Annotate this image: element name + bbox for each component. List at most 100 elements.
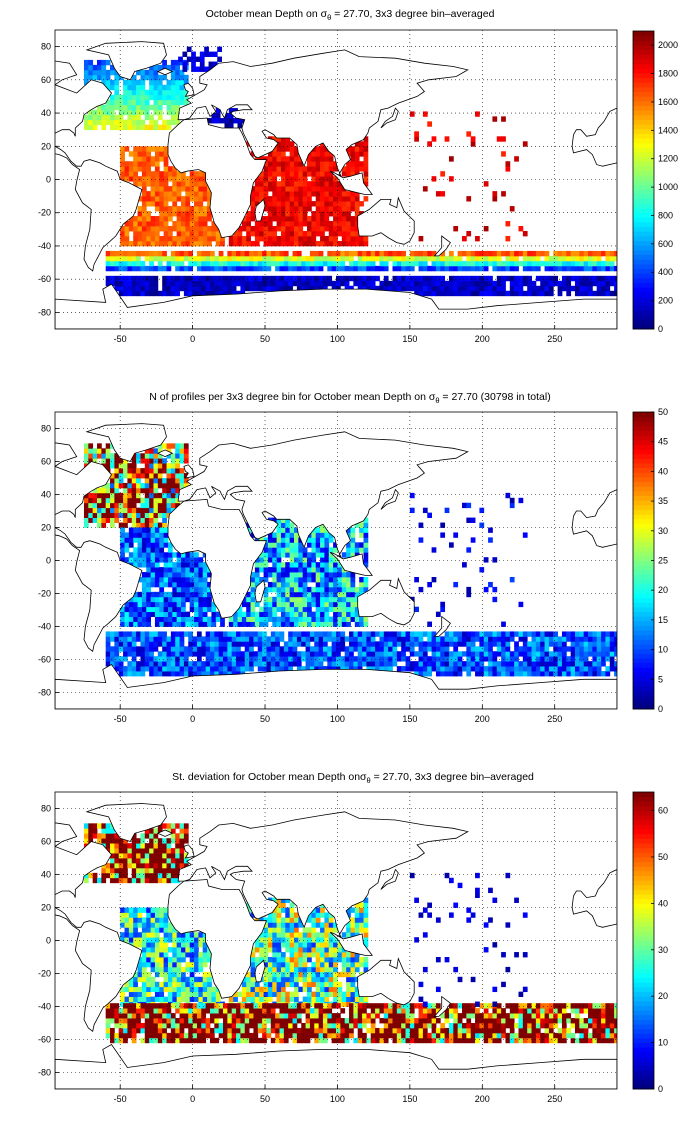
heatmap-cell (151, 146, 156, 151)
heatmap-cell (198, 617, 203, 622)
heatmap-cell (316, 241, 321, 246)
heatmap-cell (193, 261, 198, 266)
heatmap-cell (290, 201, 295, 206)
heatmap-cell (440, 646, 445, 651)
heatmap-cell (123, 251, 128, 256)
heatmap-cell (333, 191, 338, 196)
heatmap-cell (203, 241, 208, 246)
heatmap-cell (505, 646, 510, 651)
heatmap-cell (488, 537, 493, 542)
heatmap-cell (123, 858, 128, 863)
heatmap-cell (164, 577, 169, 582)
heatmap-cell (316, 597, 321, 602)
heatmap-cell (123, 873, 128, 878)
heatmap-cell (214, 266, 219, 271)
heatmap-cell (259, 617, 264, 622)
heatmap-cell (342, 592, 347, 597)
heatmap-cell (164, 987, 169, 992)
heatmap-cell (364, 557, 369, 562)
heatmap-cell (125, 997, 130, 1002)
heatmap-cell (293, 656, 298, 661)
heatmap-cell (327, 256, 332, 261)
heatmap-cell (140, 276, 145, 281)
colorbar-swatch (633, 259, 654, 264)
heatmap-cell (171, 488, 176, 493)
heatmap-cell (133, 146, 138, 151)
heatmap-cell (151, 577, 156, 582)
heatmap-cell (285, 612, 290, 617)
heatmap-cell (223, 641, 228, 646)
heatmap-cell (193, 666, 198, 671)
heatmap-cell (168, 226, 173, 231)
heatmap-cell (440, 266, 445, 271)
heatmap-cell (127, 266, 132, 271)
heatmap-cell (445, 636, 450, 641)
heatmap-cell (294, 582, 299, 587)
heatmap-cell (110, 833, 115, 838)
heatmap-cell (571, 646, 576, 651)
heatmap-cell (162, 498, 167, 503)
heatmap-cell (227, 256, 232, 261)
heatmap-cell (142, 592, 147, 597)
colorbar-tick-label: 30 (658, 526, 668, 536)
heatmap-cell (475, 236, 480, 241)
heatmap-cell (138, 166, 143, 171)
colorbar-swatch (633, 537, 654, 542)
heatmap-cell (359, 166, 364, 171)
heatmap-cell (149, 838, 154, 843)
heatmap-cell (401, 651, 406, 656)
heatmap-cell (127, 646, 132, 651)
heatmap-cell (159, 542, 164, 547)
heatmap-cell (311, 191, 316, 196)
colorbar-swatch (633, 31, 654, 36)
colorbar-swatch (633, 630, 654, 635)
heatmap-cell (120, 156, 125, 161)
heatmap-cell (159, 622, 164, 627)
heatmap-cell (471, 136, 476, 141)
heatmap-cell (251, 962, 256, 967)
heatmap-cell (101, 120, 106, 125)
heatmap-cell (151, 201, 156, 206)
heatmap-cell (93, 115, 98, 120)
heatmap-cell (145, 666, 150, 671)
heatmap-cell (280, 646, 285, 651)
heatmap-cell (350, 582, 355, 587)
heatmap-cell (145, 458, 150, 463)
heatmap-cell (167, 641, 172, 646)
heatmap-cell (155, 607, 160, 612)
heatmap-cell (505, 266, 510, 271)
heatmap-cell (592, 276, 597, 281)
heatmap-cell (392, 251, 397, 256)
heatmap-cell (262, 286, 267, 291)
heatmap-cell (167, 503, 172, 508)
heatmap-cell (337, 216, 342, 221)
heatmap-cell (319, 281, 324, 286)
heatmap-cell (264, 231, 269, 236)
heatmap-cell (285, 201, 290, 206)
heatmap-cell (142, 557, 147, 562)
heatmap-cell (432, 291, 437, 296)
heatmap-cell (553, 631, 558, 636)
heatmap-cell (545, 661, 550, 666)
heatmap-cell (427, 266, 432, 271)
heatmap-cell (168, 982, 173, 987)
heatmap-cell (251, 612, 256, 617)
heatmap-cell (307, 236, 312, 241)
heatmap-cell (140, 518, 145, 523)
colorbar-swatch (633, 514, 654, 519)
heatmap-cell (349, 251, 354, 256)
heatmap-cell (114, 631, 119, 636)
heatmap-cell (268, 932, 273, 937)
heatmap-cell (549, 651, 554, 656)
colorbar-swatch (633, 92, 654, 97)
heatmap-cell (297, 641, 302, 646)
heatmap-cell (155, 937, 160, 942)
heatmap-cell (201, 651, 206, 656)
heatmap-cell (251, 992, 256, 997)
heatmap-cell (177, 987, 182, 992)
heatmap-cell (142, 582, 147, 587)
heatmap-cell (284, 656, 289, 661)
heatmap-cell (180, 286, 185, 291)
heatmap-cell (185, 567, 190, 572)
heatmap-cell (84, 125, 89, 130)
